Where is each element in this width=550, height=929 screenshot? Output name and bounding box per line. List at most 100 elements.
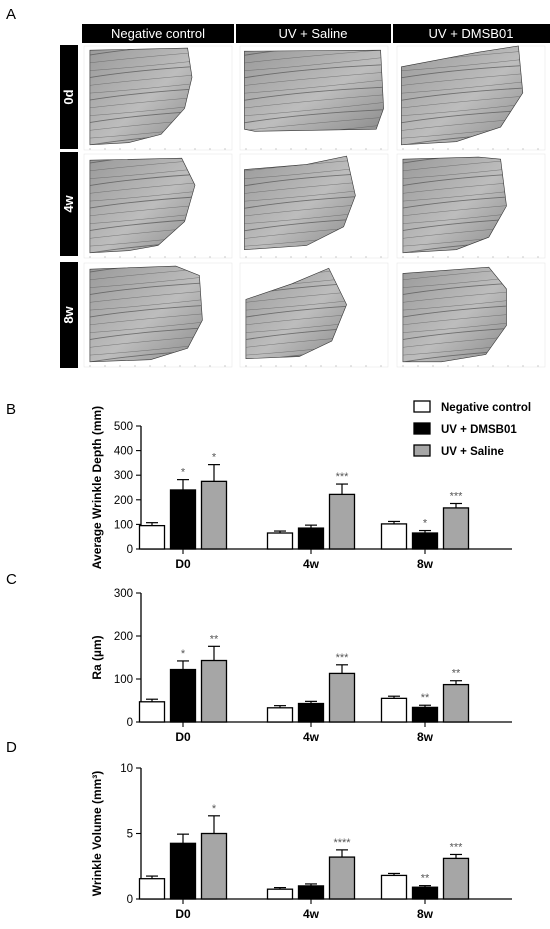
row-tab-4w: 4w bbox=[60, 152, 78, 256]
bar bbox=[200, 832, 228, 900]
significance-marker: **** bbox=[333, 837, 351, 849]
row-label-8w: 8w bbox=[61, 305, 76, 323]
bar bbox=[380, 874, 408, 900]
skin-image-grid bbox=[83, 45, 546, 368]
legend-swatch-uv-saline bbox=[413, 444, 431, 457]
category-label: 4w bbox=[303, 730, 320, 744]
row-label-0d: 0d bbox=[61, 89, 76, 104]
bar bbox=[297, 885, 325, 900]
skin-image-4w-negative-control bbox=[83, 153, 233, 259]
bar bbox=[200, 659, 228, 723]
skin-image-4w-uv-dmsb01 bbox=[396, 153, 546, 259]
category-label: D0 bbox=[175, 730, 191, 744]
bar bbox=[138, 524, 166, 550]
bar bbox=[169, 842, 197, 900]
skin-image-0d-uv-dmsb01 bbox=[396, 45, 546, 151]
significance-marker: *** bbox=[336, 652, 350, 664]
bar bbox=[328, 856, 356, 900]
significance-marker: * bbox=[212, 803, 217, 815]
y-tick-label: 0 bbox=[127, 544, 133, 556]
bar bbox=[266, 532, 294, 550]
significance-marker: ** bbox=[421, 692, 430, 704]
row-label-4w: 4w bbox=[61, 194, 76, 212]
panel-label-c: C bbox=[6, 571, 17, 588]
significance-marker: * bbox=[181, 467, 186, 479]
column-label-uv-saline: UV + Saline bbox=[278, 26, 347, 41]
panel-label-b: B bbox=[6, 401, 16, 418]
y-tick-label: 300 bbox=[114, 470, 133, 482]
y-tick-label: 100 bbox=[114, 519, 133, 531]
significance-marker: ** bbox=[210, 633, 219, 645]
significance-marker: * bbox=[423, 518, 428, 530]
bar bbox=[442, 683, 470, 723]
significance-marker: *** bbox=[450, 841, 464, 853]
y-tick-label: 500 bbox=[114, 421, 133, 433]
column-header-negative-control bbox=[82, 24, 234, 43]
category-label: 4w bbox=[303, 907, 320, 921]
category-label: 4w bbox=[303, 557, 320, 571]
category-label: D0 bbox=[175, 907, 191, 921]
bar bbox=[380, 523, 408, 550]
bar bbox=[266, 707, 294, 723]
significance-marker: * bbox=[181, 648, 186, 660]
bar bbox=[297, 527, 325, 550]
y-tick-label: 200 bbox=[114, 495, 133, 507]
bar bbox=[411, 532, 439, 550]
y-tick-label: 100 bbox=[114, 674, 133, 686]
legend-label-uv-saline: UV + Saline bbox=[441, 446, 504, 458]
y-axis-label: Average Wrinkle Depth (mm) bbox=[90, 406, 104, 569]
y-tick-label: 200 bbox=[114, 631, 133, 643]
column-header-uv-dmsb01 bbox=[393, 24, 550, 43]
y-tick-label: 0 bbox=[127, 717, 133, 729]
category-label: D0 bbox=[175, 557, 191, 571]
skin-image-8w-uv-dmsb01 bbox=[396, 262, 546, 368]
bar bbox=[328, 672, 356, 723]
column-header-uv-saline bbox=[236, 24, 391, 43]
legend-swatch-negative-control bbox=[413, 400, 431, 413]
row-tab-8w: 8w bbox=[60, 262, 78, 368]
skin-image-0d-uv-saline bbox=[239, 45, 389, 151]
significance-marker: ** bbox=[452, 668, 461, 680]
significance-marker: ** bbox=[421, 873, 430, 885]
y-tick-label: 300 bbox=[114, 588, 133, 600]
significance-marker: *** bbox=[450, 490, 464, 502]
legend-label-uv-dmsb01: UV + DMSB01 bbox=[441, 424, 517, 436]
skin-image-8w-negative-control bbox=[83, 262, 233, 368]
panel-label-d: D bbox=[6, 739, 17, 756]
legend-label-negative-control: Negative control bbox=[441, 402, 531, 414]
bar bbox=[169, 668, 197, 723]
category-label: 8w bbox=[417, 557, 434, 571]
y-tick-label: 10 bbox=[120, 763, 133, 775]
bar bbox=[266, 888, 294, 900]
chart-average-wrinkle-depth: 0 100 200 300 400 500 Average Wrinkle Depth (m… bbox=[90, 406, 512, 571]
bar bbox=[200, 480, 228, 550]
bar bbox=[442, 857, 470, 900]
significance-marker: *** bbox=[336, 471, 350, 483]
bar bbox=[411, 706, 439, 723]
column-label-negative-control: Negative control bbox=[111, 26, 205, 41]
column-label-uv-dmsb01: UV + DMSB01 bbox=[429, 26, 514, 41]
skin-image-8w-uv-saline bbox=[239, 262, 389, 368]
skin-image-4w-uv-saline bbox=[239, 153, 389, 259]
skin-image-0d-negative-control bbox=[83, 45, 233, 151]
y-tick-label: 5 bbox=[127, 829, 133, 841]
category-label: 8w bbox=[417, 730, 434, 744]
bar bbox=[297, 702, 325, 723]
y-tick-label: 0 bbox=[127, 894, 133, 906]
bar bbox=[169, 489, 197, 550]
panel-label-a: A bbox=[6, 6, 16, 23]
bar bbox=[138, 701, 166, 723]
bar bbox=[411, 886, 439, 900]
y-tick-label: 400 bbox=[114, 446, 133, 458]
bar bbox=[328, 493, 356, 550]
bar bbox=[442, 507, 470, 550]
legend: Negative control UV + DMSB01 UV + Saline bbox=[413, 400, 531, 458]
category-label: 8w bbox=[417, 907, 434, 921]
bar bbox=[380, 697, 408, 723]
y-axis-label: Ra (µm) bbox=[90, 635, 104, 679]
y-axis-label: Wrinkle Volume (mm³) bbox=[90, 771, 104, 897]
row-tab-0d: 0d bbox=[60, 45, 78, 149]
